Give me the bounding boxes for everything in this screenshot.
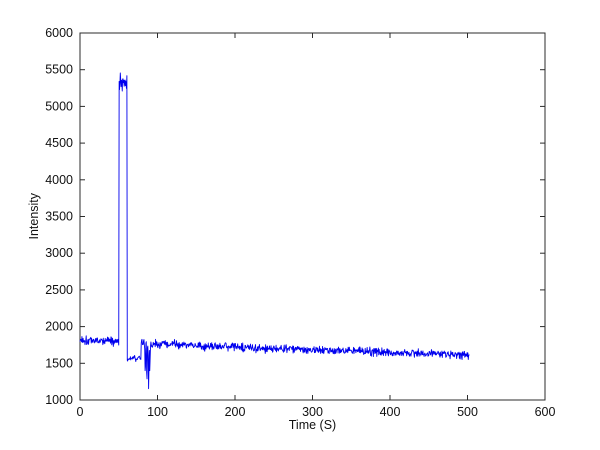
y-tick-label: 3500 <box>45 210 73 224</box>
plot-box <box>79 32 546 401</box>
y-tick-label: 4000 <box>45 173 73 187</box>
x-tick-label: 200 <box>225 405 246 419</box>
y-tick-label: 3000 <box>45 246 73 260</box>
x-tick-label: 600 <box>535 405 556 419</box>
x-tick-label: 0 <box>77 405 84 419</box>
x-axis-label: Time (S) <box>288 418 337 432</box>
y-tick-label: 4500 <box>45 136 73 150</box>
y-tick-label: 5000 <box>45 99 73 113</box>
y-axis-label: Intensity <box>26 192 41 240</box>
x-tick-label: 100 <box>147 405 168 419</box>
y-tick-label: 2000 <box>45 320 73 334</box>
x-tick-label: 300 <box>302 405 323 419</box>
x-tick-label: 500 <box>457 405 478 419</box>
y-tick-label: 1500 <box>45 356 73 370</box>
y-tick-label: 6000 <box>45 26 73 40</box>
x-tick-label: 400 <box>380 405 401 419</box>
y-tick-label: 2500 <box>45 283 73 297</box>
y-tick-label: 5500 <box>45 63 73 77</box>
y-tick-label: 1000 <box>45 393 73 407</box>
signal-line <box>79 72 470 390</box>
